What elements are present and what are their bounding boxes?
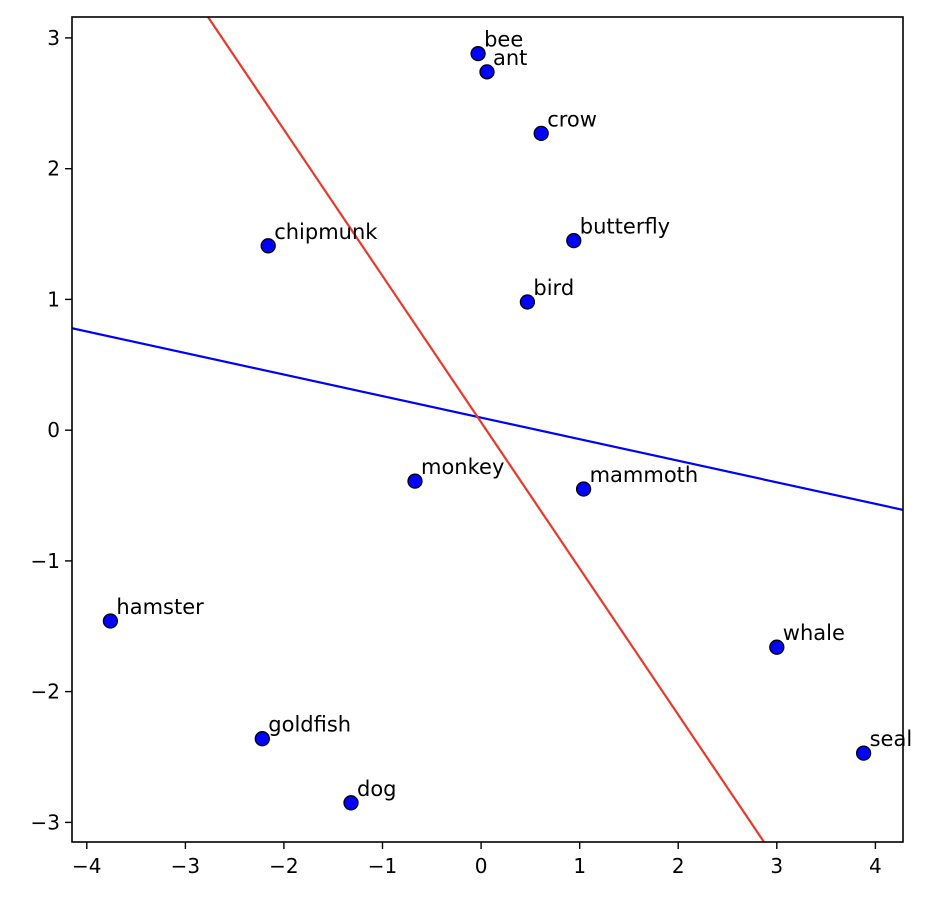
point-goldfish [254,731,270,747]
point-label-bird: bird [533,276,574,300]
boundary-line-1 [72,327,903,511]
point-dog [343,795,359,811]
point-crow [533,125,549,142]
x-tick-label: 1 [573,854,586,878]
point-chipmunk [260,238,276,254]
point-ant [479,64,495,80]
point-butterfly [566,232,582,249]
x-tick-label: −3 [171,854,200,878]
point-mammoth [575,481,592,497]
point-label-chipmunk: chipmunk [274,220,378,244]
x-tick-label: 3 [770,854,783,878]
y-tick-label: 1 [47,287,60,311]
point-hamster [102,613,119,629]
y-tick-label: −2 [31,680,60,704]
point-label-monkey: monkey [421,455,504,479]
x-tick-label: 0 [475,854,488,878]
point-whale [769,639,785,655]
x-tick-label: −2 [269,854,298,878]
point-label-seal: seal [870,727,913,751]
point-label-whale: whale [783,621,845,645]
y-tick-label: 0 [47,418,60,442]
point-bee [470,45,486,62]
x-tick-label: −1 [368,854,397,878]
y-tick-label: −1 [31,549,60,573]
point-label-hamster: hamster [116,595,204,619]
point-label-butterfly: butterfly [580,215,670,239]
point-label-mammoth: mammoth [590,463,699,487]
point-bird [519,294,536,310]
x-tick-label: 2 [672,854,685,878]
y-tick-label: −3 [31,810,60,834]
point-seal [855,745,872,761]
point-monkey [407,473,423,489]
x-tick-label: −4 [72,854,101,878]
point-label-crow: crow [547,107,597,131]
point-label-bee: bee [484,28,523,52]
point-label-goldfish: goldfish [268,713,351,737]
y-tick-label: 3 [47,26,60,50]
boundary-line-2 [207,17,765,842]
point-label-dog: dog [357,777,397,801]
x-tick-label: 4 [869,854,882,878]
point-label-ant: ant [493,46,527,70]
y-tick-label: 2 [47,157,60,181]
